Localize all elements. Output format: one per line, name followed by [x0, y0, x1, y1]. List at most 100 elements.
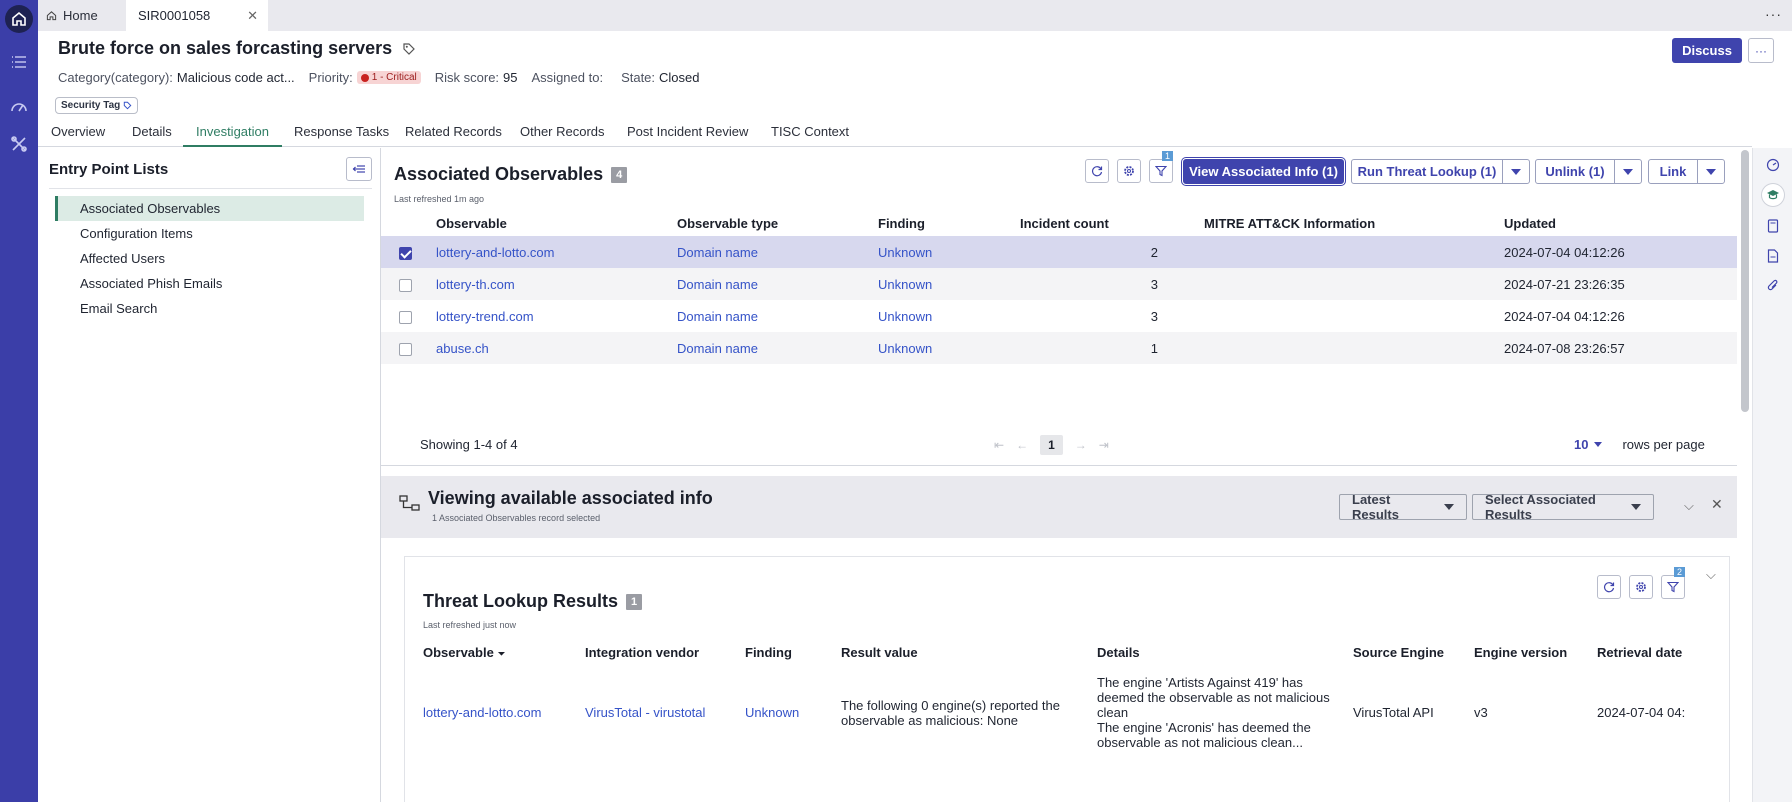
table-row[interactable]: abuse.ch Domain name Unknown 1 2024-07-0…	[381, 332, 1737, 364]
first-page-icon[interactable]: ⇤	[994, 438, 1005, 452]
entry-affected-users[interactable]: Affected Users	[80, 251, 166, 266]
col-finding[interactable]: Finding	[878, 215, 925, 231]
finding-link[interactable]: Unknown	[878, 268, 1020, 300]
document-icon[interactable]	[1764, 247, 1782, 265]
tab-overview[interactable]: Overview	[51, 124, 106, 139]
observable-link[interactable]: lottery-th.com	[436, 268, 677, 300]
col-retrieval-date[interactable]: Retrieval date	[1597, 644, 1683, 660]
col-result-value[interactable]: Result value	[841, 644, 918, 660]
chevron-down-icon[interactable]	[1594, 442, 1603, 447]
finding-link[interactable]: Unknown	[878, 236, 1020, 268]
unlink-button[interactable]: Unlink (1)	[1535, 159, 1615, 184]
close-icon[interactable]: ✕	[1711, 496, 1723, 512]
vendor-link[interactable]: VirusTotal - virustotal	[585, 705, 706, 720]
observable-link[interactable]: lottery-and-lotto.com	[423, 705, 542, 720]
observable-link[interactable]: abuse.ch	[436, 332, 677, 364]
tab-other-records[interactable]: Other Records	[520, 124, 605, 139]
home-icon[interactable]	[5, 5, 33, 33]
entry-associated-observables[interactable]: Associated Observables	[55, 196, 364, 221]
table-row[interactable]: lottery-and-lotto.com Domain name Unknow…	[381, 236, 1737, 268]
table-row[interactable]: lottery-and-lotto.com VirusTotal - virus…	[423, 667, 1723, 750]
run-threat-lookup-dropdown[interactable]	[1502, 159, 1530, 184]
settings-button[interactable]	[1629, 575, 1653, 599]
current-page[interactable]: 1	[1040, 435, 1063, 455]
link-dropdown[interactable]	[1697, 159, 1725, 184]
row-checkbox[interactable]	[399, 310, 412, 324]
collapse-chevron-icon[interactable]: ⌵	[1684, 498, 1694, 513]
refresh-button[interactable]	[1085, 159, 1109, 183]
entry-associated-phish-emails[interactable]: Associated Phish Emails	[80, 276, 223, 291]
tools-icon[interactable]	[10, 135, 28, 153]
dashboard-icon[interactable]	[10, 97, 28, 115]
col-incident-count[interactable]: Incident count	[1020, 215, 1109, 231]
header-more-button[interactable]: ···	[1748, 38, 1774, 63]
chevron-down-icon	[1623, 168, 1633, 175]
run-threat-lookup-button[interactable]: Run Threat Lookup (1)	[1351, 159, 1503, 184]
security-tag-chip[interactable]: Security Tag	[55, 97, 139, 114]
col-source-engine[interactable]: Source Engine	[1353, 644, 1445, 660]
entry-configuration-items[interactable]: Configuration Items	[80, 226, 193, 241]
home-tab[interactable]: Home	[46, 0, 98, 31]
finding-link[interactable]: Unknown	[878, 308, 933, 324]
discuss-button[interactable]: Discuss	[1672, 38, 1742, 63]
tab-details[interactable]: Details	[132, 124, 172, 139]
finding-link[interactable]: Unknown	[878, 332, 1020, 364]
observable-type-link[interactable]: Domain name	[677, 236, 878, 268]
paperclip-icon[interactable]	[1764, 277, 1782, 295]
tab-tisc-context[interactable]: TISC Context	[771, 124, 850, 139]
row-checkbox[interactable]	[399, 342, 412, 356]
last-page-icon[interactable]: ⇥	[1098, 438, 1109, 452]
chevron-down-icon[interactable]: ⌵	[1706, 567, 1716, 582]
tab-response-tasks[interactable]: Response Tasks	[294, 124, 390, 139]
finding-link[interactable]: Unknown	[745, 705, 800, 720]
observable-type-link[interactable]: Domain name	[677, 332, 878, 364]
chevron-down-icon	[1706, 168, 1716, 175]
observable-link[interactable]: lottery-and-lotto.com	[436, 236, 677, 268]
observable-link[interactable]: lottery-trend.com	[436, 308, 534, 324]
latest-results-select[interactable]: Latest Results	[1339, 492, 1467, 522]
rows-per-page-select[interactable]: 10	[1574, 437, 1589, 452]
col-observable-type[interactable]: Observable type	[677, 215, 779, 231]
tab-investigation[interactable]: Investigation	[183, 124, 282, 147]
row-checkbox[interactable]	[399, 246, 412, 260]
entry-email-search[interactable]: Email Search	[80, 301, 158, 316]
row-checkbox[interactable]	[399, 278, 412, 292]
col-engine-version[interactable]: Engine version	[1474, 644, 1568, 660]
refresh-button[interactable]	[1597, 575, 1621, 599]
close-tab-icon[interactable]: ✕	[247, 7, 258, 23]
next-page-icon[interactable]: →	[1074, 438, 1087, 452]
settings-button[interactable]	[1117, 159, 1141, 183]
unlink-dropdown[interactable]	[1614, 159, 1642, 184]
filter-button[interactable]: 1	[1149, 151, 1173, 183]
record-tab[interactable]: SIR0001058 ✕	[126, 0, 268, 31]
graduation-cap-icon[interactable]	[1762, 184, 1784, 206]
updated: 2024-07-04 04:12:26	[1504, 308, 1625, 324]
col-updated[interactable]: Updated	[1504, 215, 1556, 231]
link-button[interactable]: Link	[1648, 159, 1698, 184]
filter-button[interactable]: 2	[1661, 567, 1685, 599]
tab-post-incident-review[interactable]: Post Incident Review	[627, 124, 749, 139]
table-row[interactable]: lottery-th.com Domain name Unknown 3 202…	[381, 268, 1737, 300]
book-icon[interactable]	[1764, 217, 1782, 235]
col-finding[interactable]: Finding	[745, 644, 792, 660]
list-icon[interactable]	[10, 53, 28, 71]
view-associated-info-button[interactable]: View Associated Info (1)	[1183, 159, 1344, 184]
col-observable[interactable]: Observable ⏷	[423, 644, 506, 660]
incident-count: 1	[1020, 332, 1204, 364]
speedometer-icon[interactable]	[1764, 156, 1782, 174]
prev-page-icon[interactable]: ←	[1016, 438, 1029, 452]
col-observable[interactable]: Observable	[436, 215, 507, 231]
table-row[interactable]: lottery-trend.com Domain name Unknown 3 …	[381, 300, 1737, 332]
col-details[interactable]: Details	[1097, 644, 1140, 660]
tabbar-more-icon[interactable]: ···	[1765, 6, 1782, 22]
tab-related-records[interactable]: Related Records	[405, 124, 502, 139]
collapse-panel-button[interactable]	[346, 157, 372, 181]
col-integration-vendor[interactable]: Integration vendor	[585, 644, 700, 660]
col-mitre[interactable]: MITRE ATT&CK Information	[1204, 215, 1376, 231]
scrollbar[interactable]	[1741, 150, 1749, 412]
select-associated-results-select[interactable]: Select Associated Results	[1472, 492, 1654, 522]
tag-icon[interactable]	[402, 42, 416, 56]
threat-lookup-heading: Threat Lookup Results 1	[423, 591, 643, 612]
observable-type-link[interactable]: Domain name	[677, 308, 758, 324]
observable-type-link[interactable]: Domain name	[677, 268, 878, 300]
